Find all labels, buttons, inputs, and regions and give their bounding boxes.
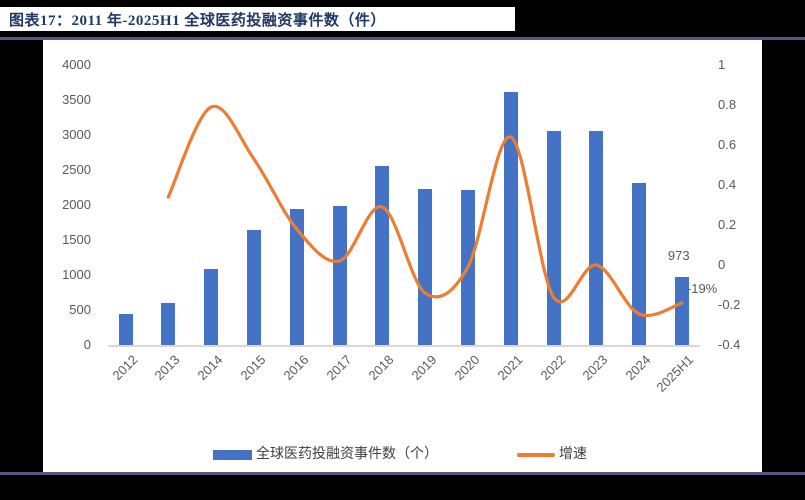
bar-2017 (332, 206, 347, 345)
y-axis-left-tick-3500: 3500 (62, 92, 91, 107)
growth-line-plot (166, 104, 684, 318)
bar-2021 (503, 91, 518, 345)
y-axis-right-tick--0.2: -0.2 (718, 297, 741, 312)
y-axis-left-tick-1500: 1500 (62, 232, 91, 247)
x-label-2013: 2013 (151, 352, 183, 384)
legend-label-bars: 全球医药投融资事件数（个） (256, 445, 438, 461)
x-label-2016: 2016 (280, 352, 312, 384)
bar-2020 (460, 190, 475, 345)
x-label-2012: 2012 (109, 352, 141, 384)
legend-bar-swatch (213, 450, 252, 460)
figure-title-strip: 图表17：2011 年-2025H1 全球医药投融资事件数（件） (0, 7, 515, 31)
x-label-2025H1: 2025H1 (653, 352, 697, 395)
x-label-2015: 2015 (237, 352, 269, 384)
x-label-2014: 2014 (194, 352, 226, 384)
x-axis-line (108, 345, 700, 347)
bar-2015 (246, 229, 261, 345)
y-axis-left-tick-500: 500 (69, 302, 91, 317)
x-label-2018: 2018 (365, 352, 397, 384)
y-axis-right-tick--0.4: -0.4 (718, 337, 741, 352)
figure-title: 图表17：2011 年-2025H1 全球医药投融资事件数（件） (9, 12, 386, 29)
y-axis-left-tick-2500: 2500 (62, 162, 91, 177)
bar-2012 (118, 313, 133, 345)
y-axis-right-tick-0.6: 0.6 (718, 137, 737, 152)
x-label-2023: 2023 (579, 352, 611, 384)
divider-top (0, 37, 805, 40)
line-value-label: -19% (686, 281, 718, 296)
bar-value-label: 973 (667, 247, 690, 263)
divider-bottom (0, 472, 805, 475)
y-axis-right-tick-0.8: 0.8 (718, 97, 737, 112)
y-axis-right-tick-1: 1 (718, 57, 726, 72)
x-label-2017: 2017 (323, 352, 355, 384)
y-axis-left-tick-2000: 2000 (62, 197, 91, 212)
bar-2013 (161, 303, 176, 345)
bar-2014 (204, 269, 219, 345)
y-axis-left-tick-3000: 3000 (62, 127, 91, 142)
y-axis-left-tick-0: 0 (83, 337, 91, 352)
y-axis-right-tick-0: 0 (718, 257, 726, 272)
chart-panel: 4000 3500 3000 2500 2000 1500 1000 500 0 1 0.8 0.6 0… (43, 40, 762, 472)
bar-2024 (632, 183, 647, 345)
x-label-2024: 2024 (622, 352, 654, 384)
bar-2022 (546, 130, 561, 345)
y-axis-right-tick-0.4: 0.4 (718, 177, 737, 192)
bar-2023 (589, 130, 604, 345)
x-label-2020: 2020 (451, 352, 483, 384)
x-label-2021: 2021 (494, 352, 526, 384)
bar-2018 (375, 165, 390, 345)
y-axis-right-tick-0.2: 0.2 (718, 217, 737, 232)
x-label-2019: 2019 (408, 352, 440, 384)
legend-line-swatch (517, 453, 555, 457)
y-axis-left-tick-4000: 4000 (62, 57, 91, 72)
bar-2016 (289, 208, 304, 345)
y-axis-left-tick-1000: 1000 (62, 267, 91, 282)
bar-2019 (418, 188, 433, 345)
legend-label-line: 增速 (559, 445, 587, 461)
x-label-2022: 2022 (537, 352, 569, 384)
